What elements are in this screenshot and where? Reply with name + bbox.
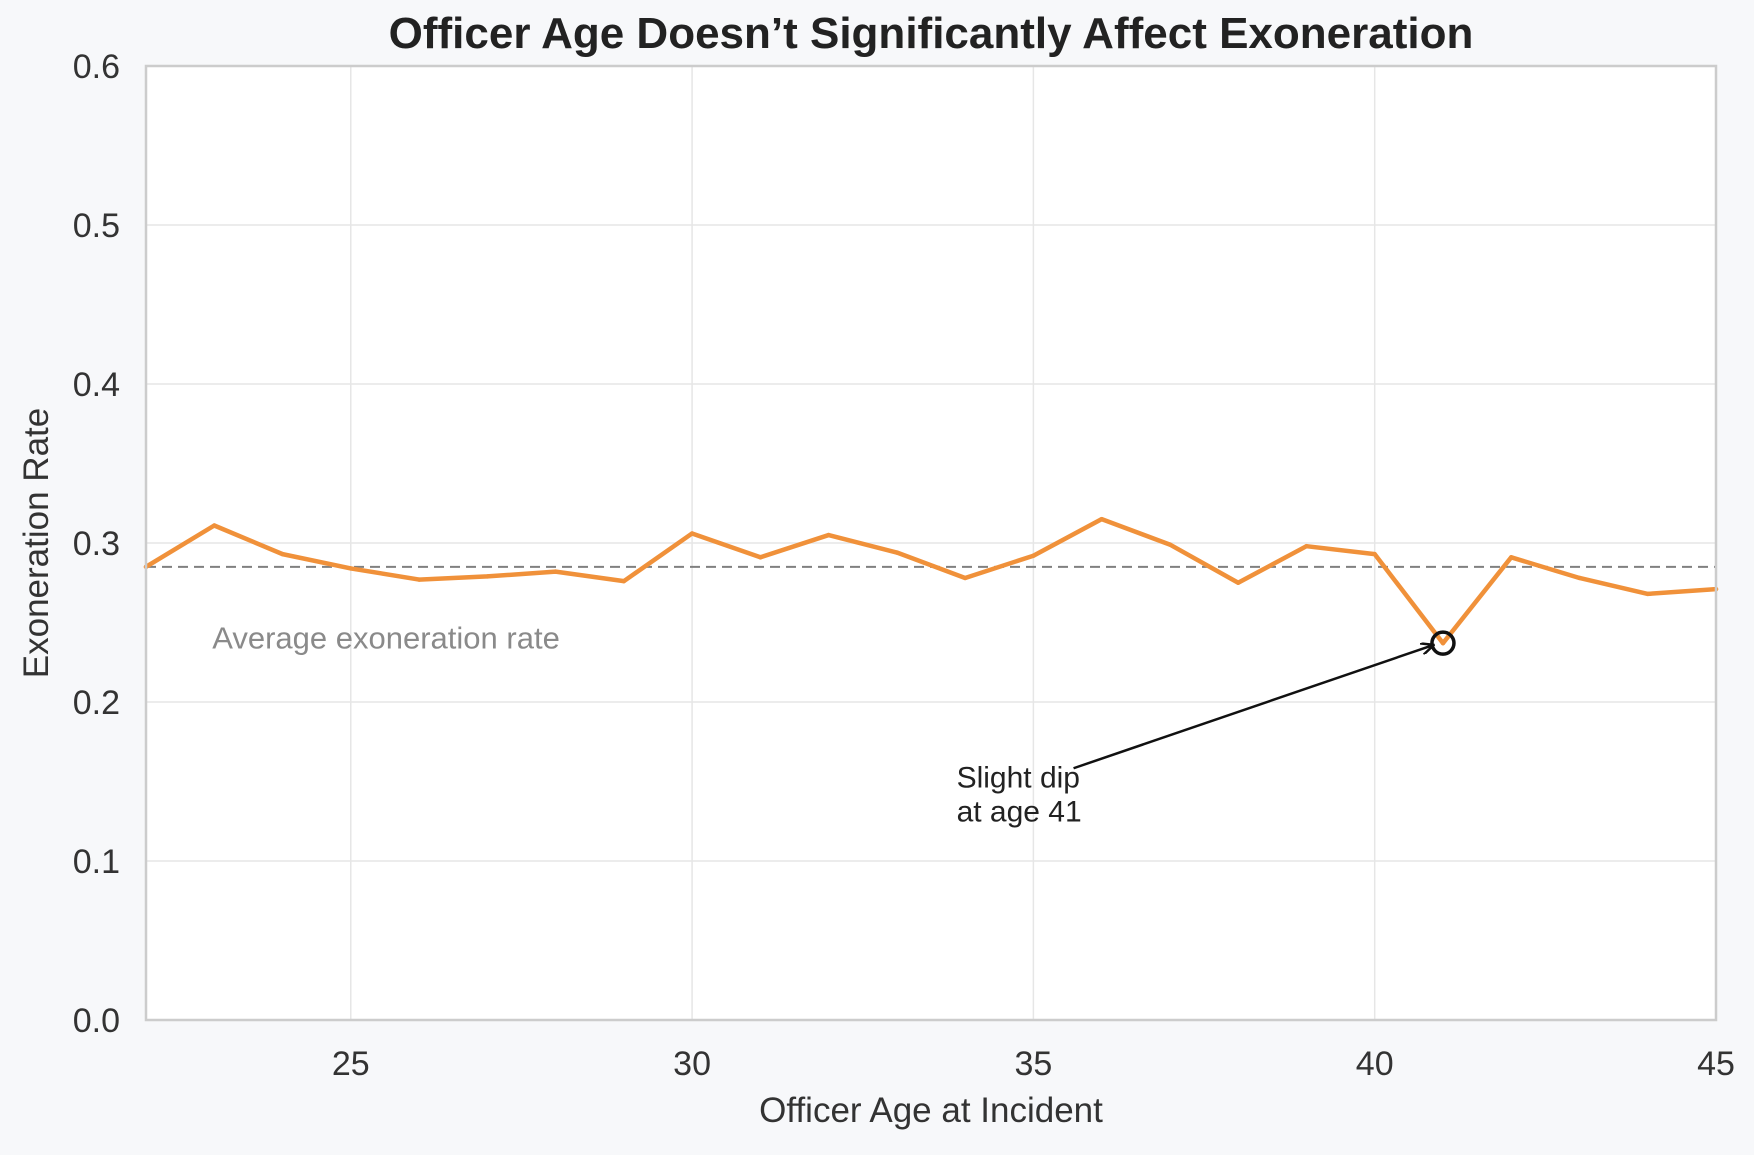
y-tick-label: 0.0 — [73, 1002, 120, 1040]
y-tick-label: 0.1 — [73, 843, 120, 881]
data-point — [1304, 543, 1309, 549]
data-point — [621, 578, 627, 584]
data-point — [1509, 555, 1514, 560]
data-point — [962, 575, 968, 581]
annotation-text-line2: at age 41 — [957, 795, 1082, 828]
y-axis-label: Exoneration Rate — [17, 408, 56, 678]
y-tick-labels: 0.0 0.1 0.2 0.3 0.4 0.5 0.6 — [73, 48, 120, 1040]
data-point — [1167, 542, 1173, 547]
data-point — [485, 574, 490, 579]
y-tick-label: 0.3 — [73, 525, 120, 563]
average-reference-label: Average exoneration rate — [212, 620, 560, 655]
data-point — [1440, 640, 1446, 646]
chart-title: Officer Age Doesn’t Significantly Affect… — [389, 9, 1474, 58]
data-point — [416, 577, 422, 582]
data-point — [689, 531, 695, 536]
annotation-text-line1: Slight dip — [957, 761, 1080, 794]
x-tick-label: 35 — [1014, 1045, 1052, 1083]
annotation-arrow — [1073, 645, 1433, 770]
data-point — [212, 523, 217, 528]
data-point — [348, 566, 353, 571]
data-point — [1372, 551, 1377, 557]
data-point — [894, 550, 900, 555]
y-tick-label: 0.6 — [73, 48, 120, 86]
gridlines — [146, 65, 1717, 1021]
x-tick-label: 30 — [673, 1045, 711, 1083]
x-tick-label: 25 — [332, 1045, 370, 1083]
data-point — [1577, 575, 1582, 581]
y-tick-label: 0.5 — [73, 207, 120, 245]
y-tick-label: 0.4 — [73, 366, 120, 404]
x-tick-labels: 25 30 35 40 45 — [332, 1045, 1735, 1083]
data-point — [1645, 591, 1650, 597]
y-tick-label: 0.2 — [73, 684, 120, 722]
data-point — [553, 569, 558, 574]
plot-frame — [144, 64, 1718, 1022]
exoneration-rate-line — [143, 516, 1719, 646]
data-point — [758, 555, 763, 560]
data-point — [280, 551, 285, 557]
x-tick-label: 45 — [1697, 1045, 1735, 1083]
data-point — [1235, 580, 1241, 585]
x-tick-label: 40 — [1356, 1045, 1394, 1083]
data-point — [1099, 516, 1104, 522]
x-axis-label: Officer Age at Incident — [759, 1091, 1103, 1130]
data-point — [1031, 553, 1036, 558]
data-point — [826, 532, 831, 538]
